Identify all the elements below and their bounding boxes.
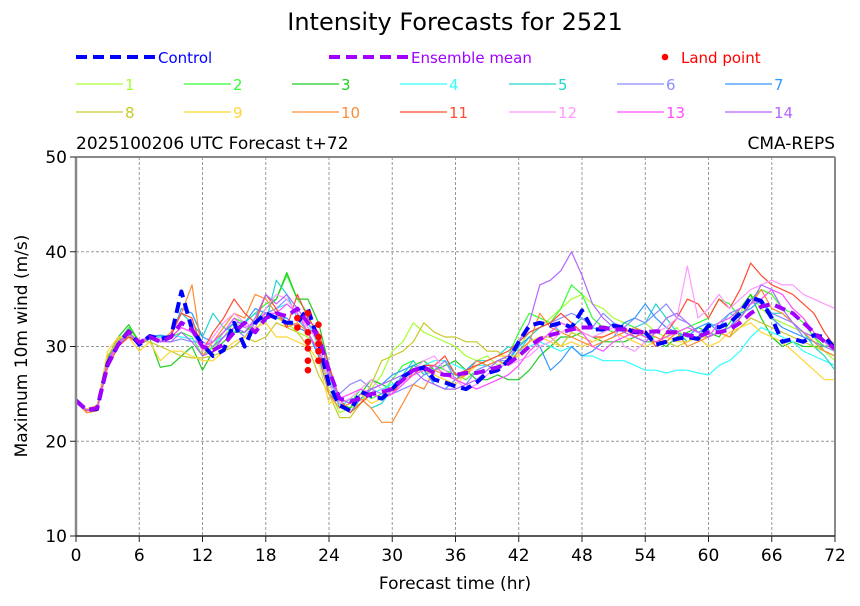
member-7-legend-label: 7: [774, 76, 784, 94]
chart-title: Intensity Forecasts for 2521: [287, 8, 622, 36]
x-tick-label: 6: [134, 546, 145, 566]
x-tick-label: 66: [761, 546, 783, 566]
member-11-legend-label: 11: [449, 104, 468, 122]
member-14-legend-label: 14: [774, 104, 793, 122]
land-point-marker: [294, 324, 301, 331]
land-point-marker: [304, 328, 312, 336]
member-10-legend-label: 10: [341, 104, 360, 122]
member-4-legend-label: 4: [449, 76, 459, 94]
x-axis-label: Forecast time (hr): [379, 574, 531, 594]
x-tick-label: 18: [255, 546, 277, 566]
control-legend-label: Control: [158, 49, 212, 67]
x-tick-label: 24: [318, 546, 340, 566]
forecast-run-label: 2025100206 UTC Forecast t+72: [76, 134, 349, 154]
land-points-layer: [294, 310, 322, 374]
x-tick-label: 0: [71, 546, 82, 566]
land-point-marker: [315, 347, 322, 355]
land-point-marker: [315, 321, 322, 329]
y-axis-label: Maximum 10m wind (m/s): [12, 235, 32, 458]
y-tick-label: 40: [45, 243, 67, 263]
land-point-marker: [315, 340, 322, 347]
land-point-marker: [315, 357, 322, 365]
series-layer: [74, 251, 837, 423]
member-8-legend-label: 8: [125, 104, 135, 122]
member-1-legend-label: 1: [125, 76, 135, 94]
land-point-marker: [304, 366, 312, 374]
member-5-legend-label: 5: [558, 76, 568, 94]
model-name-label: CMA-REPS: [747, 134, 835, 154]
member-12-legend-label: 12: [558, 104, 577, 122]
member-6-legend-label: 6: [666, 76, 676, 94]
y-tick-label: 30: [45, 338, 67, 358]
land-point-legend-label: Land point: [681, 49, 761, 67]
land-point-marker: [304, 357, 312, 365]
x-tick-label: 12: [192, 546, 214, 566]
x-tick-label: 48: [571, 546, 593, 566]
member-9-legend-label: 9: [233, 104, 243, 122]
land-point-marker: [304, 345, 312, 352]
land-point-legend-swatch: [661, 53, 669, 61]
land-point-marker: [304, 338, 312, 346]
x-tick-label: 36: [445, 546, 467, 566]
member-2-legend-label: 2: [233, 76, 243, 94]
land-point-marker: [294, 314, 301, 322]
series-line-member-14: [75, 251, 836, 411]
x-tick-label: 30: [381, 546, 403, 566]
x-tick-label: 60: [698, 546, 720, 566]
ensemble-mean-legend-label: Ensemble mean: [411, 49, 532, 67]
x-tick-label: 54: [634, 546, 656, 566]
series-line-ensemble-mean: [74, 301, 837, 412]
y-tick-label: 20: [45, 432, 67, 452]
series-line-control: [74, 289, 837, 413]
y-tick-label: 50: [45, 148, 67, 168]
land-point-marker: [304, 310, 312, 317]
x-tick-label: 72: [824, 546, 846, 566]
land-point-marker: [315, 333, 322, 341]
y-tick-label: 10: [45, 527, 67, 547]
axes: 0 6 12 18 24 30 36 42 48 54 60 66 72 10 20 30 40 50: [45, 148, 845, 566]
member-3-legend-label: 3: [341, 76, 351, 94]
member-13-legend-label: 13: [666, 104, 685, 122]
x-tick-label: 42: [508, 546, 530, 566]
